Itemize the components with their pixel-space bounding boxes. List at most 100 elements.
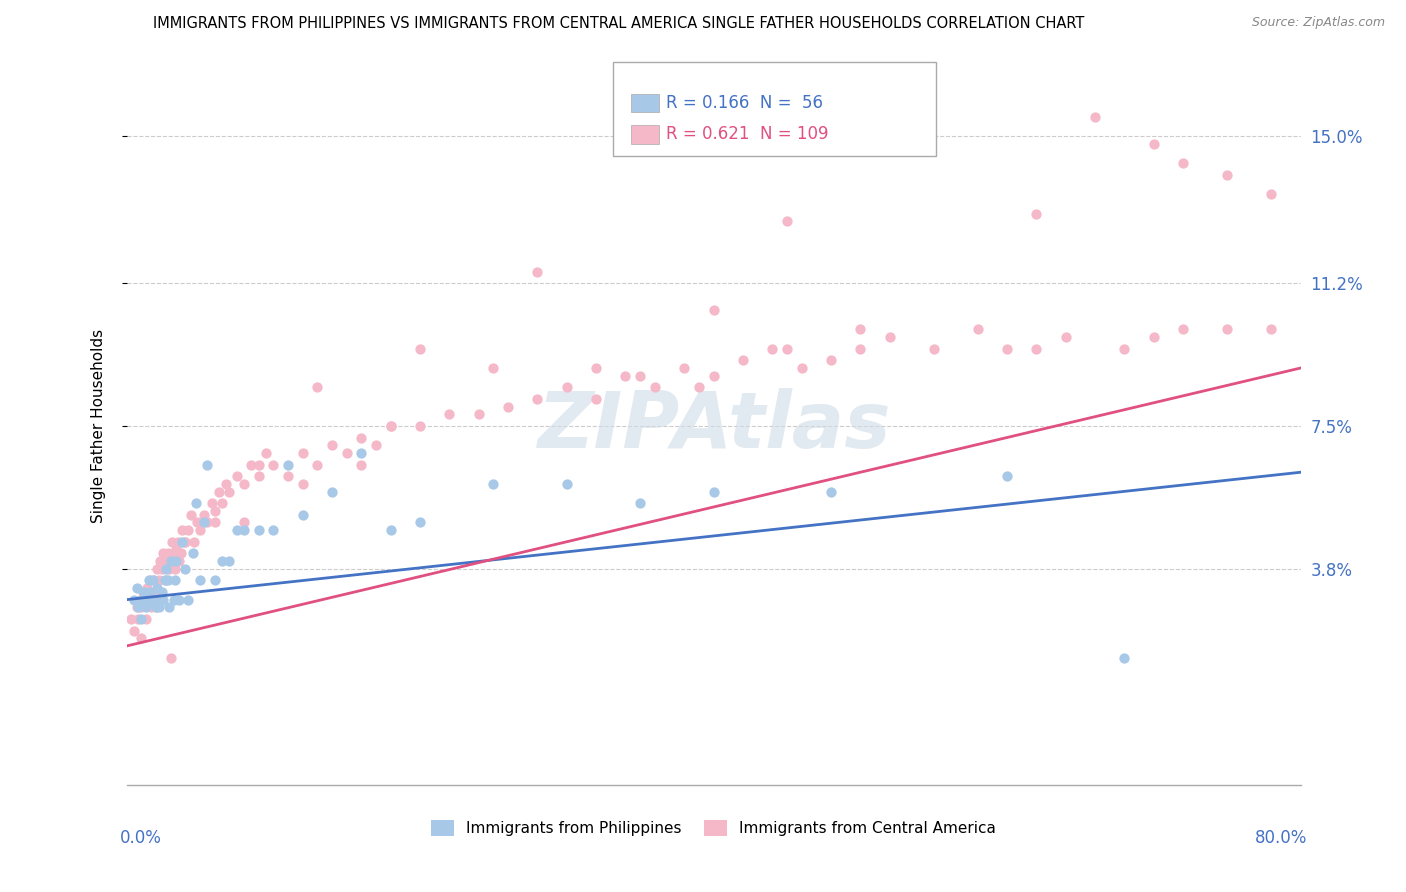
Point: [776, 214, 799, 228]
Point: [145, 585, 167, 599]
Point: [307, 380, 329, 394]
Point: [628, 496, 651, 510]
Point: [922, 342, 945, 356]
Text: IMMIGRANTS FROM PHILIPPINES VS IMMIGRANTS FROM CENTRAL AMERICA SINGLE FATHER HOU: IMMIGRANTS FROM PHILIPPINES VS IMMIGRANT…: [153, 16, 1084, 31]
Y-axis label: Single Father Households: Single Father Households: [91, 329, 105, 523]
Point: [225, 469, 247, 483]
Point: [136, 592, 159, 607]
Point: [211, 496, 233, 510]
Point: [409, 419, 432, 434]
Point: [148, 600, 170, 615]
Point: [350, 458, 373, 472]
Text: ZIPAtlas: ZIPAtlas: [537, 388, 890, 464]
Point: [159, 650, 181, 665]
Point: [409, 516, 432, 530]
Point: [307, 458, 329, 472]
Point: [262, 458, 284, 472]
Point: [134, 592, 156, 607]
Point: [157, 562, 180, 576]
Point: [170, 546, 193, 560]
Point: [146, 562, 169, 576]
Point: [146, 581, 169, 595]
Point: [156, 546, 179, 560]
Point: [186, 516, 208, 530]
Point: [204, 516, 226, 530]
Point: [163, 562, 186, 576]
Point: [262, 523, 284, 537]
Point: [156, 574, 179, 588]
Point: [277, 458, 299, 472]
Point: [204, 574, 226, 588]
Point: [482, 361, 505, 376]
Point: [162, 592, 184, 607]
Point: [155, 574, 177, 588]
Point: [174, 562, 197, 576]
Point: [188, 523, 211, 537]
Point: [195, 458, 218, 472]
Point: [131, 585, 153, 599]
Point: [628, 368, 651, 383]
Point: [1216, 168, 1239, 182]
Point: [204, 504, 226, 518]
Point: [129, 632, 152, 646]
Point: [138, 574, 160, 588]
Point: [136, 581, 159, 595]
Point: [153, 574, 176, 588]
Point: [240, 458, 263, 472]
Text: R = 0.166  N =  56: R = 0.166 N = 56: [666, 94, 823, 112]
Point: [181, 546, 204, 560]
Point: [135, 612, 157, 626]
Point: [177, 523, 200, 537]
Point: [820, 484, 842, 499]
Point: [702, 484, 725, 499]
Point: [1025, 206, 1047, 220]
Point: [321, 484, 343, 499]
Point: [149, 592, 172, 607]
Point: [702, 368, 725, 383]
Point: [614, 368, 637, 383]
Point: [141, 600, 163, 615]
Point: [247, 469, 270, 483]
Point: [162, 546, 184, 560]
Point: [215, 476, 238, 491]
Point: [439, 408, 461, 422]
Point: [1260, 187, 1282, 202]
Point: [188, 574, 211, 588]
Point: [172, 523, 194, 537]
Point: [291, 508, 314, 522]
Text: Source: ZipAtlas.com: Source: ZipAtlas.com: [1251, 16, 1385, 29]
Point: [1143, 330, 1166, 344]
Point: [165, 554, 187, 568]
Point: [167, 534, 190, 549]
Point: [673, 361, 696, 376]
Point: [141, 592, 163, 607]
Point: [1084, 110, 1107, 124]
Point: [139, 574, 162, 588]
Point: [526, 264, 548, 278]
Point: [127, 600, 149, 615]
Point: [731, 353, 754, 368]
Point: [776, 342, 799, 356]
Point: [195, 516, 218, 530]
Point: [247, 458, 270, 472]
Point: [148, 574, 170, 588]
Point: [380, 419, 402, 434]
Point: [208, 484, 231, 499]
Point: [1114, 650, 1136, 665]
Point: [644, 380, 666, 394]
Point: [152, 592, 174, 607]
Text: R = 0.621  N = 109: R = 0.621 N = 109: [666, 125, 828, 144]
Point: [165, 542, 187, 557]
Point: [159, 554, 181, 568]
Point: [1171, 156, 1194, 170]
Point: [125, 600, 148, 615]
Point: [128, 592, 150, 607]
Point: [150, 562, 173, 576]
Point: [218, 484, 240, 499]
Point: [134, 585, 156, 599]
Point: [1114, 342, 1136, 356]
Point: [849, 322, 872, 336]
Point: [254, 446, 277, 460]
Point: [995, 469, 1018, 483]
Point: [585, 392, 607, 406]
